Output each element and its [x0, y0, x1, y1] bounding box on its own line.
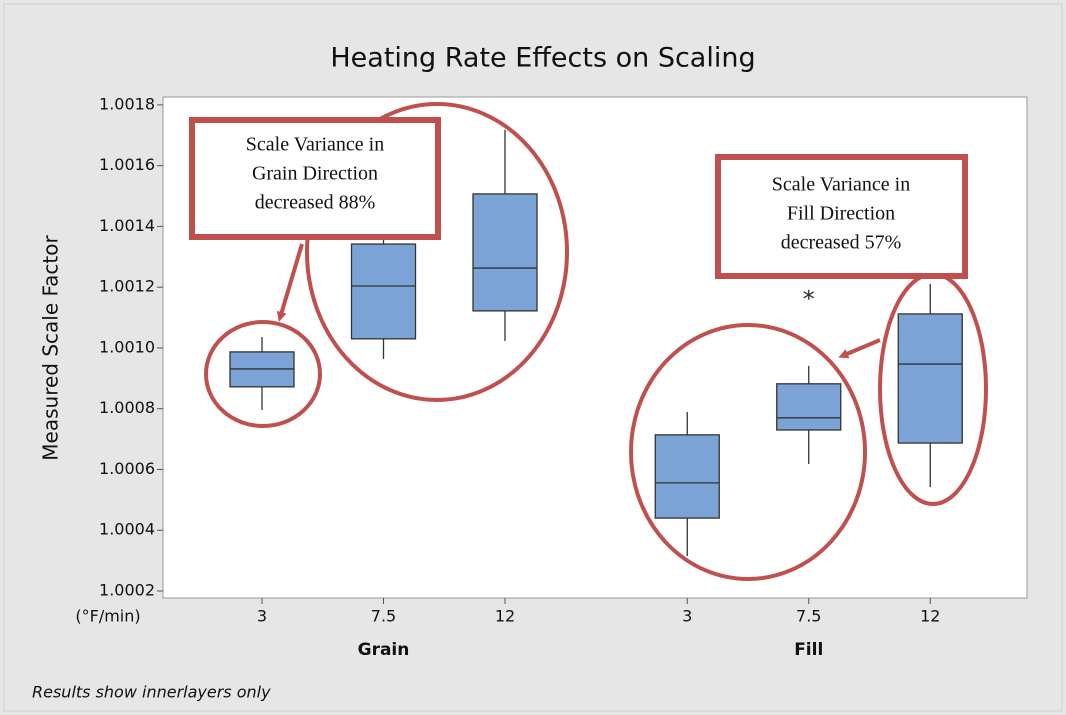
annotation-text: decreased 88% [255, 192, 376, 214]
x-axis-label: (°F/min) [75, 607, 140, 626]
annotation-text: decreased 57% [781, 232, 902, 254]
y-tick-label: 1.0004 [99, 520, 155, 539]
annotation-box [715, 154, 968, 279]
highlight-ellipse [204, 320, 322, 428]
x-tick-label: 3 [257, 607, 267, 626]
box [654, 434, 720, 519]
x-tick-label: 7.5 [796, 607, 821, 626]
annotation-text: Scale Variance in [246, 134, 384, 156]
y-tick-label: 1.0010 [99, 337, 155, 356]
y-tick-label: 1.0014 [99, 216, 155, 235]
y-axis-label: Measured Scale Factor [39, 235, 63, 461]
box [897, 313, 963, 444]
group-label: Grain [358, 640, 410, 660]
box [350, 243, 417, 340]
marks [229, 129, 963, 557]
annotation-text: Grain Direction [252, 163, 378, 185]
arrow [276, 243, 304, 322]
annotation-box [189, 117, 441, 240]
box [776, 383, 842, 431]
footnote: Results show innerlayers only [32, 683, 271, 702]
y-tick-label: 1.0008 [99, 398, 155, 417]
outlier [803, 289, 815, 300]
arrow [838, 338, 881, 359]
x-tick-label: 7.5 [371, 607, 396, 626]
annotations [189, 102, 988, 581]
x-tick-label: 12 [920, 607, 940, 626]
highlight-ellipse [305, 102, 569, 402]
y-tick-label: 1.0006 [99, 459, 155, 478]
box [472, 193, 538, 312]
group-label: Fill [794, 640, 823, 660]
y-tick-label: 1.0016 [99, 155, 155, 174]
highlight-ellipse [629, 323, 867, 581]
y-tick-label: 1.0002 [99, 581, 155, 600]
x-tick-label: 12 [495, 607, 515, 626]
annotation-text: Scale Variance in [772, 174, 910, 196]
x-tick-label: 3 [682, 607, 692, 626]
y-tick-label: 1.0018 [99, 94, 155, 113]
chart-title: Heating Rate Effects on Scaling [330, 43, 755, 74]
y-tick-label: 1.0012 [99, 277, 155, 296]
annotation-text: Fill Direction [787, 203, 895, 225]
